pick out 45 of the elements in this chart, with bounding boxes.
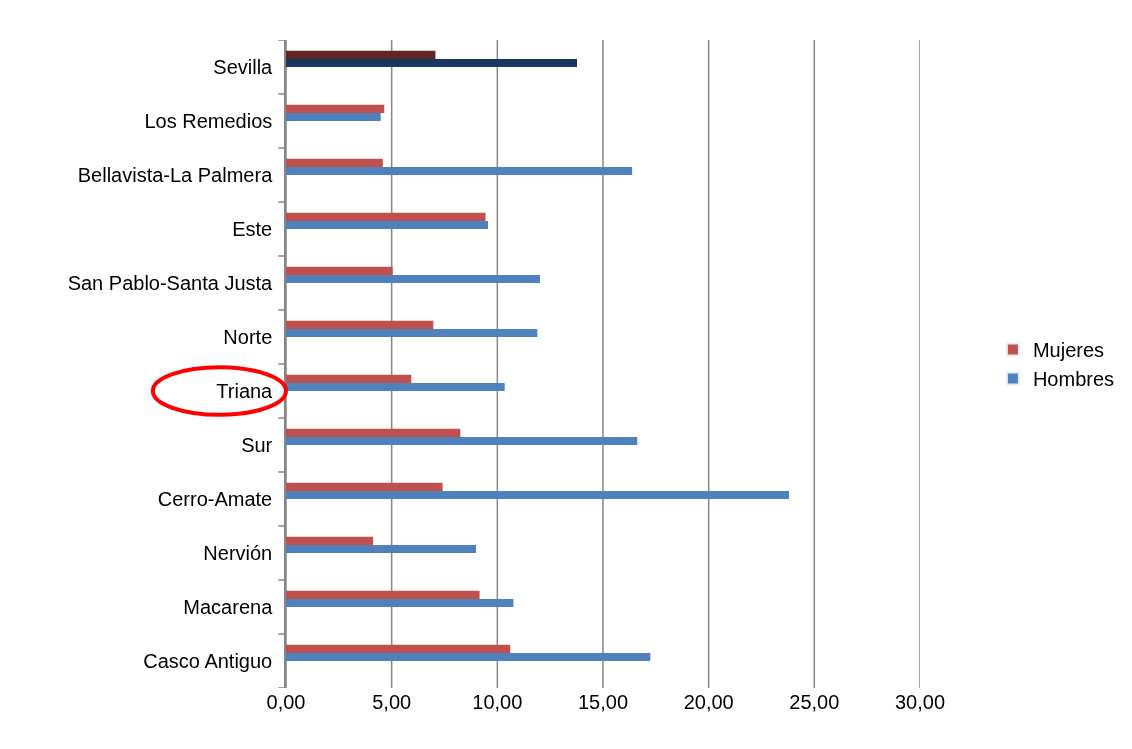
bar	[286, 274, 541, 283]
x-tick-label: 10,00	[472, 691, 523, 713]
y-tick-label: Este	[232, 218, 273, 240]
y-tick-label: Nervión	[203, 542, 273, 564]
y-tick-label: Bellavista-La Palmera	[77, 164, 274, 186]
bar	[286, 320, 434, 329]
bar	[286, 50, 436, 59]
bar	[286, 482, 443, 491]
bar	[286, 598, 514, 607]
x-tick-label: 15,00	[577, 691, 629, 713]
bar	[286, 536, 374, 545]
bar	[286, 112, 381, 121]
x-tick-label: 5,00	[372, 691, 412, 713]
x-tick-label: 0,00	[266, 691, 306, 713]
y-tick-label: Macarena	[183, 596, 274, 618]
y-tick-label: Triana	[216, 380, 274, 402]
bar	[286, 590, 480, 599]
bar	[286, 374, 412, 383]
bar	[286, 220, 489, 229]
legend-label: Hombres	[1032, 368, 1115, 391]
bar	[286, 58, 578, 67]
bar	[286, 644, 511, 653]
y-tick-label: Norte	[223, 326, 273, 348]
y-tick-label: Sur	[241, 434, 273, 456]
bar	[286, 166, 633, 175]
bar	[286, 382, 505, 391]
x-tick-label: 20,00	[683, 691, 734, 713]
bar	[286, 652, 651, 661]
x-tick-label: 25,00	[789, 691, 840, 713]
legend-label: Mujeres	[1032, 339, 1105, 362]
bar	[286, 428, 461, 437]
y-tick-label: Los Remedios	[144, 110, 273, 132]
x-tick-label: 30,00	[894, 691, 946, 713]
bar	[286, 328, 538, 337]
bar	[286, 212, 486, 221]
y-tick-label: Sevilla	[213, 56, 274, 78]
bar	[286, 266, 393, 275]
bar	[286, 544, 476, 553]
bar	[286, 104, 385, 113]
y-tick-label: Cerro-Amate	[157, 488, 273, 510]
bar	[286, 158, 383, 167]
bar	[286, 436, 638, 445]
y-tick-label: Casco Antiguo	[143, 650, 273, 672]
y-tick-label: San Pablo-Santa Justa	[67, 272, 274, 294]
bar	[286, 490, 789, 499]
